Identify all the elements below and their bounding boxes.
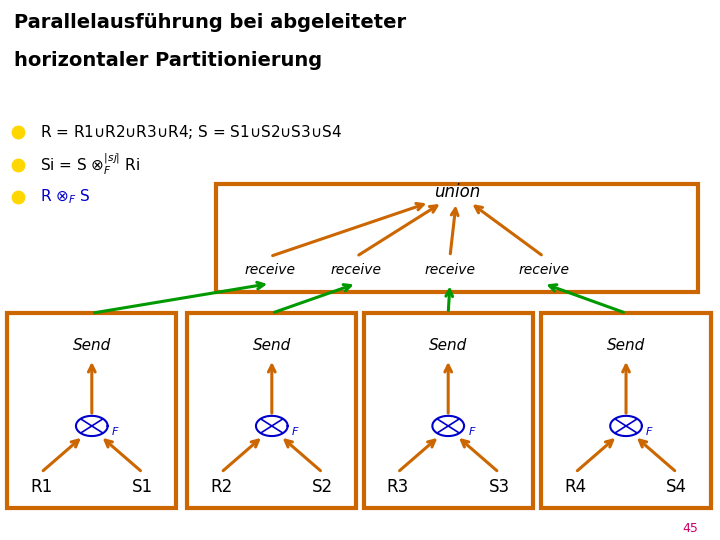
Text: F: F [469,427,474,437]
Text: R1: R1 [30,478,52,496]
Text: Send: Send [607,338,645,353]
Text: S2: S2 [312,478,333,496]
Text: receive: receive [331,263,382,277]
Text: 45: 45 [683,522,698,535]
Text: S1: S1 [132,478,153,496]
Text: F: F [647,427,652,437]
Text: R3: R3 [387,478,408,496]
Text: R4: R4 [564,478,586,496]
Text: F: F [112,427,118,437]
Text: R $\otimes_F$ S: R $\otimes_F$ S [40,188,90,206]
Text: Si = S $\otimes^{|sj|}_{F}$ Ri: Si = S $\otimes^{|sj|}_{F}$ Ri [40,152,140,178]
Text: union: union [434,183,480,201]
Text: receive: receive [425,263,475,277]
Text: horizontaler Partitionierung: horizontaler Partitionierung [14,51,323,70]
Text: R2: R2 [210,478,232,496]
Text: receive: receive [518,263,569,277]
Text: F: F [292,427,298,437]
Text: S3: S3 [488,478,510,496]
Text: Send: Send [429,338,467,353]
Text: S4: S4 [666,478,688,496]
Text: receive: receive [245,263,295,277]
Text: Send: Send [73,338,111,353]
Text: R = R1$\cup$R2$\cup$R3$\cup$R4; S = S1$\cup$S2$\cup$S3$\cup$S4: R = R1$\cup$R2$\cup$R3$\cup$R4; S = S1$\… [40,123,341,141]
Text: Parallelausführung bei abgeleiteter: Parallelausführung bei abgeleiteter [14,14,407,32]
Text: Send: Send [253,338,291,353]
